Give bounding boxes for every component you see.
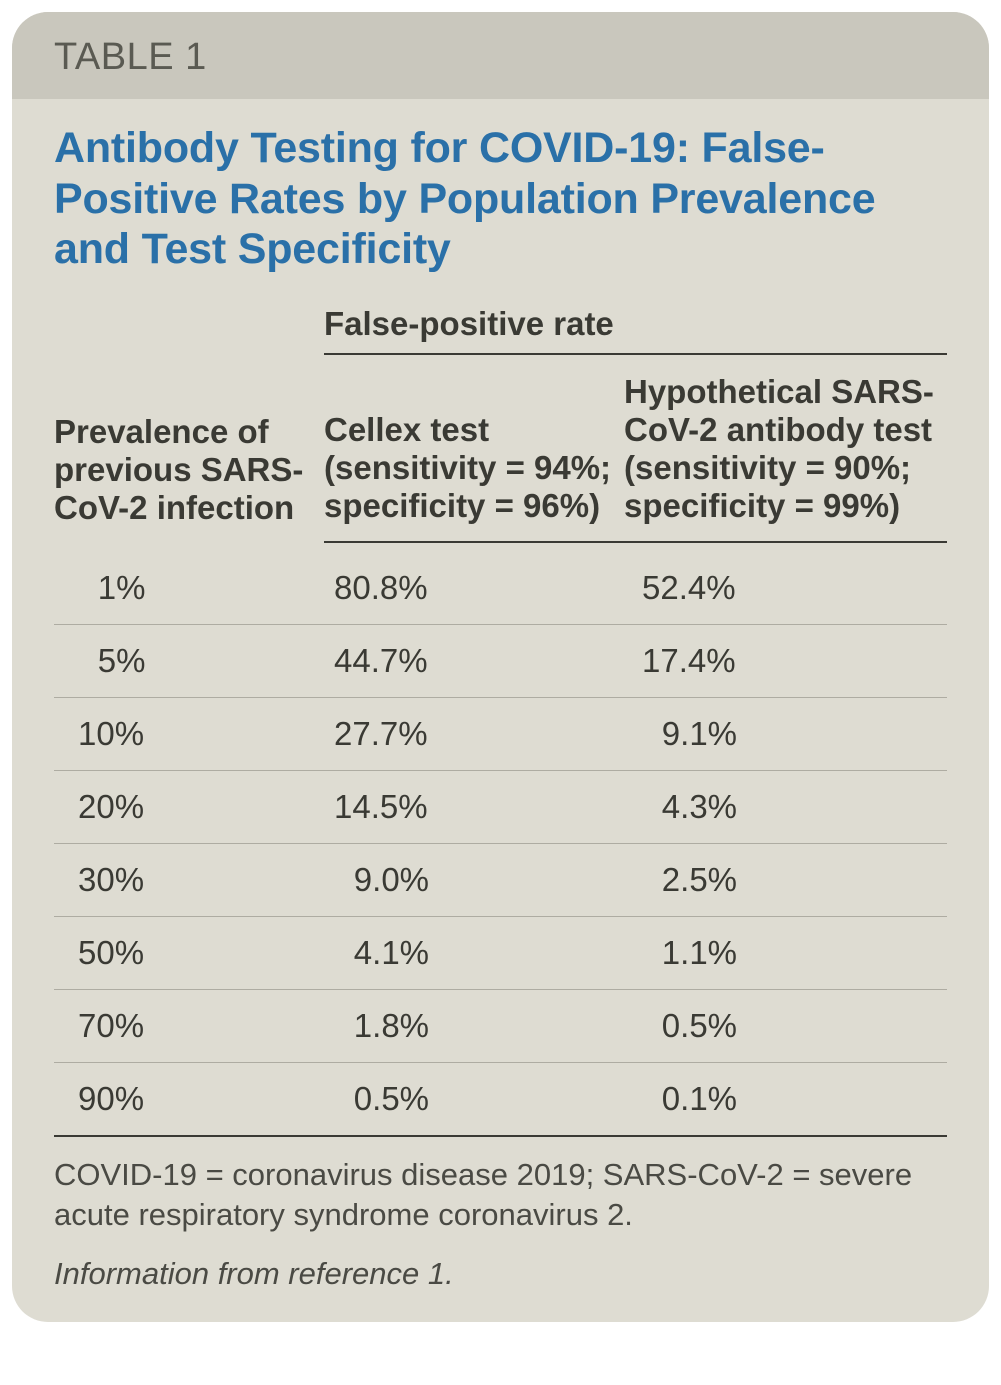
table-row: 70%1.8%0.5% [54, 990, 947, 1063]
cell-hypothetical: 4.3% [624, 788, 947, 826]
table-header-bar: TABLE 1 [12, 12, 989, 99]
cell-cellex: 9.0% [324, 861, 624, 899]
cell-cellex: 14.5% [324, 788, 624, 826]
column-header-hypothetical: Hypothetical SARS-CoV-2 antibody test (s… [624, 373, 947, 525]
cell-prevalence: 10% [54, 715, 324, 753]
column-header-cellex: Cellex test (sensitivity = 94%; specific… [324, 411, 624, 525]
cell-cellex: 44.7% [324, 642, 624, 680]
cell-prevalence: 30% [54, 861, 324, 899]
cell-hypothetical: 17.4% [624, 642, 947, 680]
table-row: 20%14.5%4.3% [54, 771, 947, 844]
footnote: COVID-19 = coronavirus disease 2019; SAR… [54, 1155, 947, 1236]
column-headers: Prevalence of previous SARS-CoV-2 infect… [54, 373, 947, 543]
table-label: TABLE 1 [54, 36, 947, 79]
cell-hypothetical: 52.4% [624, 569, 947, 607]
table-card: TABLE 1 Antibody Testing for COVID-19: F… [12, 12, 989, 1322]
table-row: 30%9.0%2.5% [54, 844, 947, 917]
cell-cellex: 27.7% [324, 715, 624, 753]
cell-prevalence: 1% [54, 569, 324, 607]
column-header-prevalence: Prevalence of previous SARS-CoV-2 infect… [54, 413, 324, 527]
table-title: Antibody Testing for COVID-19: False-Pos… [54, 123, 947, 275]
table-row: 10%27.7%9.1% [54, 698, 947, 771]
table-body: Antibody Testing for COVID-19: False-Pos… [12, 99, 989, 1322]
cell-hypothetical: 1.1% [624, 934, 947, 972]
cell-prevalence: 5% [54, 642, 324, 680]
spanner-row: False-positive rate [54, 305, 947, 355]
cell-hypothetical: 0.1% [624, 1080, 947, 1118]
table-row: 50%4.1%1.1% [54, 917, 947, 990]
cell-cellex: 0.5% [324, 1080, 624, 1118]
cell-prevalence: 20% [54, 788, 324, 826]
cell-prevalence: 70% [54, 1007, 324, 1045]
cell-prevalence: 90% [54, 1080, 324, 1118]
cell-cellex: 80.8% [324, 569, 624, 607]
table-rows: 1%80.8%52.4%5%44.7%17.4%10%27.7%9.1%20%1… [54, 547, 947, 1137]
table-row: 5%44.7%17.4% [54, 625, 947, 698]
cell-hypothetical: 9.1% [624, 715, 947, 753]
cell-prevalence: 50% [54, 934, 324, 972]
table-row: 1%80.8%52.4% [54, 547, 947, 625]
cell-cellex: 4.1% [324, 934, 624, 972]
cell-hypothetical: 0.5% [624, 1007, 947, 1045]
cell-hypothetical: 2.5% [624, 861, 947, 899]
cell-cellex: 1.8% [324, 1007, 624, 1045]
spanner-label: False-positive rate [324, 305, 947, 343]
source-note: Information from reference 1. [54, 1256, 947, 1292]
table-row: 90%0.5%0.1% [54, 1063, 947, 1137]
